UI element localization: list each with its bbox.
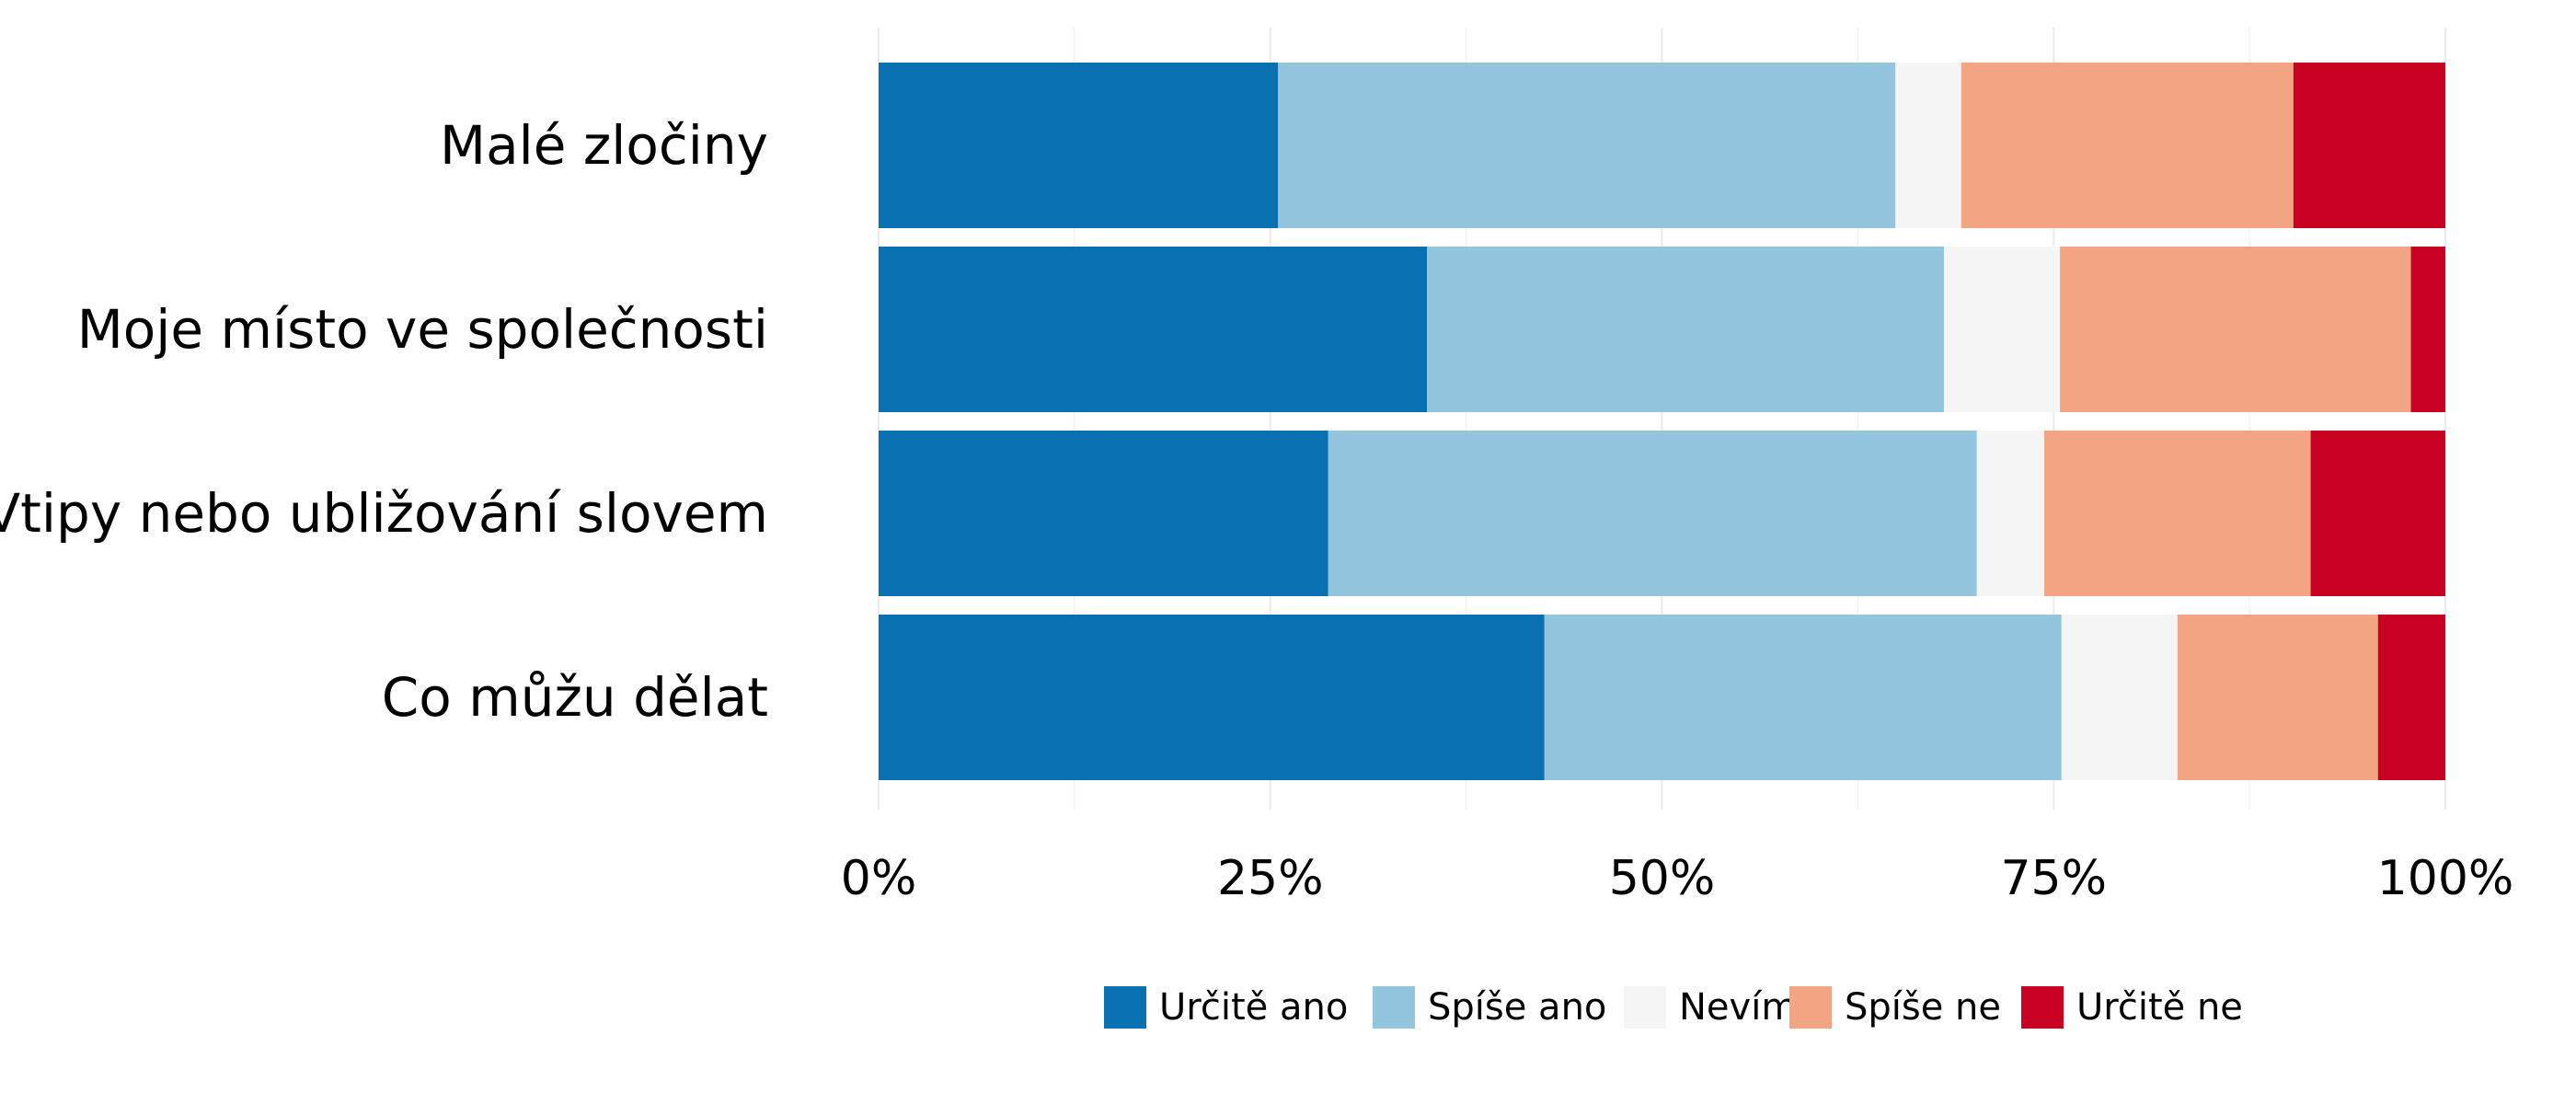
x-tick-label: 75% <box>2000 851 2107 906</box>
legend-swatch <box>1373 986 1415 1029</box>
legend-label: Nevím <box>1679 986 1797 1029</box>
bar-segment <box>2377 615 2445 780</box>
bar-segment <box>2061 615 2178 780</box>
legend-label: Spíše ano <box>1428 986 1606 1029</box>
category-label: Co můžu dělat <box>382 666 768 729</box>
legend-swatch <box>1789 986 1832 1029</box>
bar-segment <box>1278 63 1896 228</box>
legend-label: Určitě ne <box>2076 986 2243 1029</box>
category-labels: Malé zločiny Moje místo ve společnosti Vti… <box>0 114 768 729</box>
bar-segment <box>1976 431 2045 596</box>
legend-swatch <box>1104 986 1146 1029</box>
x-tick-label: 50% <box>1609 851 1716 906</box>
bars <box>879 63 2445 780</box>
category-label: Vtipy nebo ubližování slovem <box>0 482 768 545</box>
legend-label: Spíše ne <box>1845 986 2001 1029</box>
bar-segment <box>1961 63 2294 228</box>
legend-swatch <box>2021 986 2064 1029</box>
x-tick-label: 25% <box>1217 851 1324 906</box>
bar-segment <box>2410 247 2445 412</box>
bar-segment <box>2177 615 2378 780</box>
x-axis-ticks: 0% 25% 50% 75% 100% <box>841 851 2514 906</box>
legend: Určitě ano Spíše ano Nevím Spíše ne Určitě n… <box>1104 986 2243 1029</box>
category-label: Moje místo ve společnosti <box>77 298 768 361</box>
bar-segment <box>1544 615 2062 780</box>
x-tick-label: 100% <box>2377 851 2514 906</box>
bar-segment <box>1328 431 1977 596</box>
bar-segment <box>879 247 1428 412</box>
bar-segment <box>879 615 1545 780</box>
bar-segment <box>2293 63 2445 228</box>
category-label: Malé zločiny <box>440 114 768 177</box>
bar-segment <box>879 431 1328 596</box>
bar-segment <box>2044 431 2311 596</box>
bar-segment <box>1895 63 1961 228</box>
legend-swatch <box>1624 986 1666 1029</box>
legend-label: Určitě ano <box>1159 986 1348 1029</box>
bar-segment <box>879 63 1279 228</box>
x-tick-label: 0% <box>841 851 917 906</box>
bar-segment <box>2310 431 2445 596</box>
bar-segment <box>1427 247 1945 412</box>
bar-segment <box>1944 247 2061 412</box>
bar-segment <box>2060 247 2411 412</box>
